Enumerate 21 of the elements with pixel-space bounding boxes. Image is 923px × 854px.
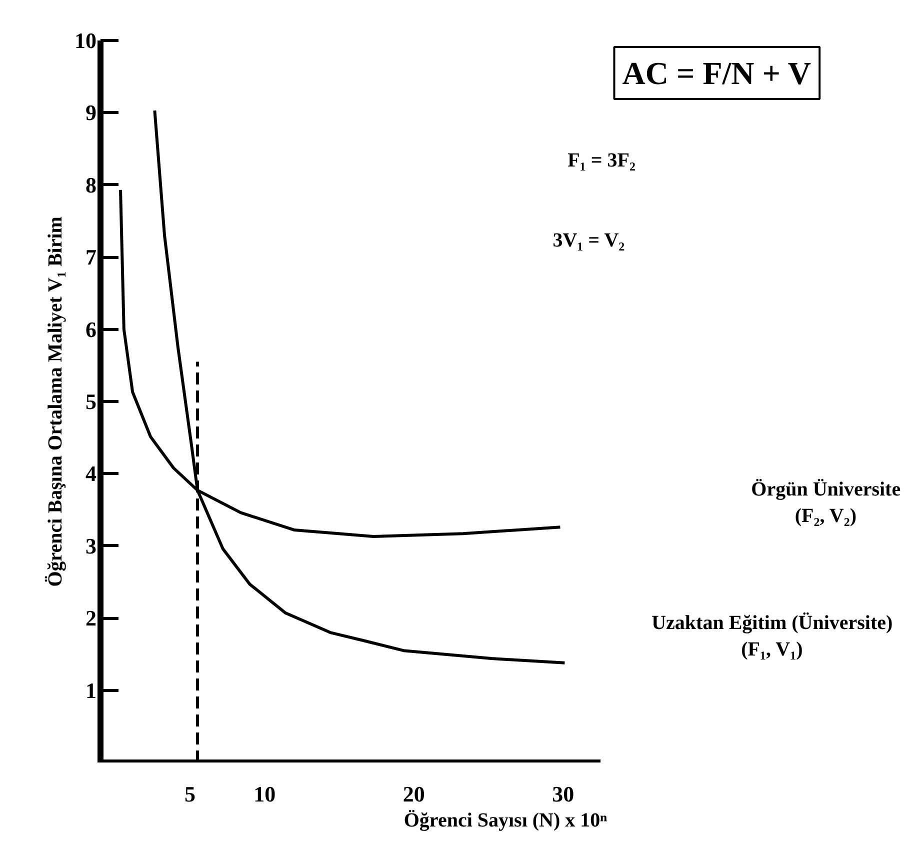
text: Uzaktan Eğitim (Üniversite) (F₁, V₁) (652, 612, 893, 660)
text: Örgün Üniversite (F₂, V₂) (751, 478, 901, 527)
y-tick-label: 9 (86, 100, 96, 126)
annotation: 3V₁ = V₂ (552, 229, 625, 252)
x-tick-label: 10 (254, 782, 276, 806)
y-tick-label: 4 (86, 461, 96, 486)
annotation: F₁ = 3F₂ (568, 149, 636, 172)
y-tick-label: 5 (86, 389, 96, 414)
y-tick-label: 1 (86, 678, 96, 703)
text: AC = F/N + V (622, 54, 812, 91)
x-tick-label: 30 (552, 782, 574, 806)
y-tick-label: 7 (86, 244, 96, 270)
y-tick-label: 6 (86, 316, 96, 342)
y-tick-label: 8 (86, 172, 96, 198)
y-tick-label: 10 (74, 28, 96, 53)
x-tick-label: 20 (402, 782, 425, 806)
x-axis-title: Öğrenci Sayısı (N) x 10ⁿ (404, 810, 608, 832)
x-tick-label: 5 (184, 782, 196, 806)
y-axis-title: Öğrenci Başına Ortalama Maliyet V₁ Birim (44, 216, 66, 587)
y-tick-label: 2 (86, 606, 96, 631)
y-tick-label: 3 (86, 533, 96, 558)
